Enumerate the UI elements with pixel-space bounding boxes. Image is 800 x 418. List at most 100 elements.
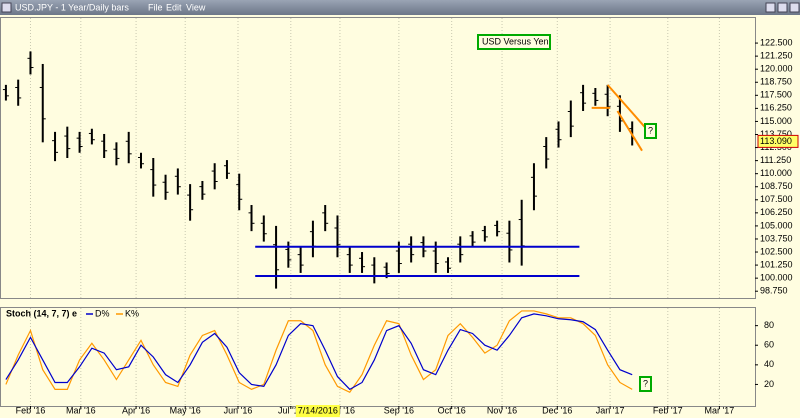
x-tick-label: Feb '16 [16,405,46,415]
y-tick-label: 122.500 [760,37,793,47]
x-tick-label: Oct '16 [438,405,466,415]
legend-label: K% [125,308,139,318]
minimize-button[interactable] [765,2,776,13]
annotation: ? [643,378,648,388]
price-bar [238,173,241,211]
y-tick-label: 120.000 [760,64,793,74]
window-title: USD.JPY - 1 Year/Daily bars [15,2,129,12]
price-bar [29,51,32,75]
price-bar [41,63,44,143]
panel-title: Stoch (14, 7, 7) e [6,308,77,318]
price-bar [446,257,449,273]
price-bar [225,160,228,179]
y-tick-label: 40 [764,359,774,369]
x-tick-label: Jun '16 [224,405,253,415]
price-bar [189,184,192,221]
price-bar [545,137,548,169]
close-button[interactable] [789,2,800,13]
legend-label: D% [95,308,110,318]
price-bar [90,128,93,145]
x-tick-label: Jan '17 [596,405,625,415]
annotation-box [639,376,652,392]
price-bar [127,131,130,164]
price-bar [557,121,560,148]
y-tick-label: 105.000 [760,220,793,230]
price-bar [459,236,462,263]
price-bar [324,205,327,232]
trend-line [606,84,646,128]
title-bar [0,0,800,15]
price-bar [434,241,437,273]
y-tick-label: 80 [764,320,774,330]
price-bar [311,220,314,258]
price-bar [176,168,179,195]
y-tick-label: 111.250 [760,155,791,165]
y-tick-label: 100.000 [760,273,793,283]
cursor-date-label: 7/14/2016 [298,405,338,415]
price-bar [152,158,155,197]
price-bar [275,225,278,289]
y-tick-label: 103.750 [760,233,793,243]
x-tick-label: Nov '16 [487,405,517,415]
price-bar [250,205,253,232]
price-bar [361,252,364,273]
annotation-box [477,34,551,50]
price-bar [520,199,523,266]
price-bar [496,220,499,237]
last-price-label: 113.090 [760,136,792,146]
x-tick-label: Apr '16 [122,405,150,415]
y-tick-label: 102.500 [760,246,793,256]
maximize-button[interactable] [777,2,788,13]
price-bar [164,174,167,200]
y-tick-label: 117.500 [760,90,792,100]
menu-item[interactable]: View [186,2,206,12]
cursor-date-box [295,405,340,417]
y-tick-label: 101.250 [760,259,793,269]
price-bar [471,231,474,247]
x-tick-label: Mar '16 [66,405,96,415]
price-bar [348,246,351,273]
last-price-box [757,134,799,148]
y-tick-label: 110.000 [760,168,792,178]
y-tick-label: 121.250 [760,51,793,61]
price-bar [373,257,376,284]
price-bar [66,126,69,158]
x-tick-label: Feb '17 [653,405,683,415]
price-bar [397,241,400,273]
price-bar [410,236,413,263]
y-tick-label: 20 [764,379,774,389]
annotation: USD Versus Yen [482,36,549,46]
price-bar [201,180,204,200]
price-bar [287,241,290,268]
window-icon[interactable] [1,2,12,13]
annotation: ? [648,125,653,135]
stoch-panel-border [0,307,756,407]
price-bar [582,84,585,111]
annotation-box [644,123,657,139]
price-bar [262,215,265,242]
price-bar [532,163,535,211]
price-bar [606,84,609,117]
x-tick-label: Mar '17 [705,405,735,415]
price-bar [336,215,339,258]
price-bar [17,79,20,106]
y-tick-label: 113.750 [760,129,792,139]
y-tick-label: 60 [764,340,774,350]
y-tick-label: 107.500 [760,194,793,204]
y-tick-label: 118.750 [760,77,792,87]
price-bar [594,88,597,106]
price-bar [78,131,81,153]
y-tick-label: 106.250 [760,207,793,217]
x-tick-label: Jul '16 [278,405,304,415]
trend-line [616,110,643,152]
price-bar [569,100,572,138]
stoch-line [5,310,633,394]
price-bar [103,133,106,158]
menu-item[interactable]: File [148,2,163,12]
x-tick-label: Aug '16 [325,405,355,415]
price-bar [4,84,7,101]
price-bar [213,163,216,190]
menu-item[interactable]: Edit [166,2,182,12]
